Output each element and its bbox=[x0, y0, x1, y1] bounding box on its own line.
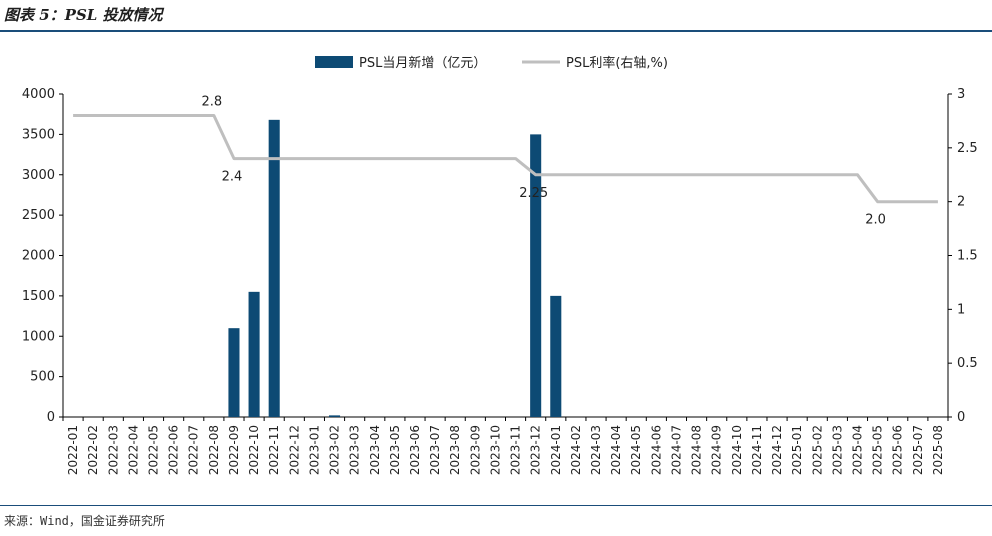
legend-bar-swatch bbox=[315, 56, 353, 68]
x-tick-label: 2025-02 bbox=[810, 425, 824, 475]
legend: PSL当月新增（亿元） PSL利率(右轴,%) bbox=[315, 55, 668, 71]
x-tick-label: 2023-08 bbox=[448, 425, 462, 475]
title-rule bbox=[0, 30, 992, 32]
x-tick-label: 2025-05 bbox=[871, 425, 885, 475]
x-tick-label: 2023-12 bbox=[529, 425, 543, 475]
x-tick-label: 2022-05 bbox=[147, 425, 161, 475]
x-tick-label: 2022-01 bbox=[66, 425, 80, 475]
x-tick-label: 2022-09 bbox=[227, 425, 241, 475]
rate-line bbox=[73, 114, 938, 204]
x-tick-label: 2022-12 bbox=[287, 425, 301, 475]
x-tick-label: 2024-07 bbox=[669, 425, 683, 475]
y-left-tick-label: 2000 bbox=[22, 249, 55, 264]
x-tick-label: 2022-02 bbox=[86, 425, 100, 475]
x-tick-label: 2025-04 bbox=[850, 425, 864, 475]
bar bbox=[248, 291, 260, 417]
x-tick-label: 2024-05 bbox=[629, 425, 643, 475]
x-tick-label: 2023-06 bbox=[408, 425, 422, 475]
x-tick-label: 2024-09 bbox=[710, 425, 724, 475]
y-left-tick-label: 1500 bbox=[22, 289, 55, 304]
x-tick-label: 2024-03 bbox=[589, 425, 603, 475]
source-note: 来源：Wind，国金证券研究所 bbox=[4, 514, 165, 528]
x-tick-label: 2024-10 bbox=[730, 425, 744, 475]
y-right-tick-label: 2.5 bbox=[957, 141, 978, 156]
x-tick-label: 2023-07 bbox=[428, 425, 442, 475]
x-tick-label: 2023-10 bbox=[488, 425, 502, 475]
axes: 0 500 1000 1500 2000 2500 3000 3500 4000 0 0.5 1 1.5… bbox=[22, 87, 978, 475]
annotations: 2.8 2.4 2.25 2.0 bbox=[202, 95, 886, 228]
y-right-tick-label: 3 bbox=[957, 87, 965, 102]
x-tick-label: 2024-04 bbox=[609, 425, 623, 475]
y-left-tick-label: 0 bbox=[47, 410, 55, 425]
x-tick-label: 2023-05 bbox=[388, 425, 402, 475]
bar bbox=[550, 295, 562, 417]
y-left-tick-label: 3000 bbox=[22, 168, 55, 183]
x-tick-label: 2022-03 bbox=[106, 425, 120, 475]
rate-data-label: 2.4 bbox=[222, 170, 243, 185]
x-tick-label: 2024-01 bbox=[549, 425, 563, 475]
rate-data-label: 2.8 bbox=[202, 95, 223, 110]
source-rule bbox=[0, 505, 992, 506]
y-right-tick-label: 1.5 bbox=[957, 249, 978, 264]
rate-data-label: 2.25 bbox=[519, 186, 548, 201]
rate-data-label: 2.0 bbox=[865, 213, 886, 228]
x-tick-label: 2023-04 bbox=[368, 425, 382, 475]
legend-line-label: PSL利率(右轴,%) bbox=[566, 55, 668, 71]
x-tick-label: 2025-01 bbox=[790, 425, 804, 475]
y-right-tick-label: 2 bbox=[957, 195, 965, 210]
figure-title: 图表 5：PSL 投放情况 bbox=[4, 6, 163, 24]
x-tick-label: 2024-12 bbox=[770, 425, 784, 475]
x-tick-label: 2022-11 bbox=[267, 425, 281, 475]
x-tick-label: 2022-06 bbox=[167, 425, 181, 475]
y-left-tick-label: 3500 bbox=[22, 127, 55, 142]
bar-series bbox=[228, 119, 562, 417]
x-tick-label: 2025-08 bbox=[931, 425, 945, 475]
x-tick-label: 2023-01 bbox=[307, 425, 321, 475]
x-tick-label: 2023-03 bbox=[348, 425, 362, 475]
bar bbox=[329, 415, 341, 417]
legend-bar-label: PSL当月新增（亿元） bbox=[359, 55, 486, 71]
x-tick-label: 2023-11 bbox=[509, 425, 523, 475]
y-left-tick-label: 2500 bbox=[22, 208, 55, 223]
y-right-tick-label: 1 bbox=[957, 302, 965, 317]
bar bbox=[268, 119, 280, 417]
bar bbox=[228, 328, 240, 417]
y-right-tick-label: 0.5 bbox=[957, 356, 978, 371]
x-tick-label: 2022-08 bbox=[207, 425, 221, 475]
x-tick-label: 2024-11 bbox=[750, 425, 764, 475]
y-right-tick-label: 0 bbox=[957, 410, 965, 425]
bar bbox=[530, 134, 542, 417]
x-tick-label: 2025-07 bbox=[911, 425, 925, 475]
x-tick-label: 2024-02 bbox=[569, 425, 583, 475]
line-series bbox=[73, 114, 938, 204]
x-tick-label: 2024-08 bbox=[690, 425, 704, 475]
y-left-tick-label: 4000 bbox=[22, 87, 55, 102]
y-left-tick-label: 500 bbox=[30, 370, 55, 385]
x-tick-label: 2025-03 bbox=[830, 425, 844, 475]
x-tick-label: 2024-06 bbox=[649, 425, 663, 475]
x-tick-label: 2023-09 bbox=[468, 425, 482, 475]
x-tick-label: 2022-10 bbox=[247, 425, 261, 475]
x-tick-label: 2022-07 bbox=[187, 425, 201, 475]
x-tick-label: 2025-06 bbox=[891, 425, 905, 475]
x-tick-label: 2023-02 bbox=[328, 425, 342, 475]
x-tick-label: 2022-04 bbox=[126, 425, 140, 475]
y-left-tick-label: 1000 bbox=[22, 329, 55, 344]
